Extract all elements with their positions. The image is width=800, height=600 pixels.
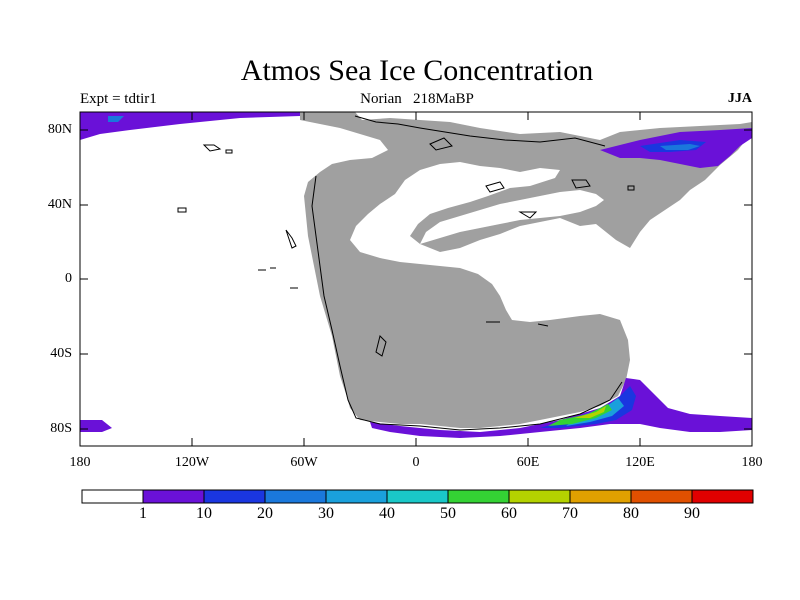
sea-ice-antarctic	[370, 378, 752, 438]
sea-ice-antarctic-green	[548, 404, 612, 426]
map-area	[79, 111, 753, 447]
sea-ice-antarctic-yellow	[574, 406, 606, 418]
colorbar-label: 60	[501, 505, 517, 522]
colorbar-swatch	[325, 489, 388, 504]
colorbar-label: 10	[196, 505, 212, 522]
colorbar-swatch	[569, 489, 632, 504]
experiment-label: Expt = tdtir1	[80, 91, 157, 107]
colorbar-swatch	[447, 489, 510, 504]
lon-label-60w: 60W	[290, 455, 318, 470]
colorbar	[81, 489, 754, 504]
lat-label-0: 0	[65, 271, 72, 286]
colorbar-swatch	[386, 489, 449, 504]
islands	[177, 137, 635, 357]
colorbar-label: 50	[440, 505, 456, 522]
colorbar-swatch	[691, 489, 754, 504]
map-title: Atmos Sea Ice Concentration	[240, 54, 594, 87]
pangaea-landmass	[300, 112, 752, 428]
coastline	[311, 115, 623, 431]
sea-ice-arctic-west-inner	[108, 116, 124, 122]
colorbar-swatch	[264, 489, 327, 504]
lon-label-180-left: 180	[69, 455, 91, 470]
lon-label-180-right: 180	[741, 455, 763, 470]
season-label: JJA	[727, 91, 752, 106]
colorbar-label: 1	[139, 505, 147, 522]
colorbar-label: 70	[562, 505, 578, 522]
lon-label-120w: 120W	[174, 455, 210, 470]
colorbar-label: 20	[257, 505, 273, 522]
colorbar-swatch	[508, 489, 571, 504]
lon-label-0: 0	[412, 455, 420, 470]
colorbar-swatch	[81, 489, 144, 504]
axis-ticks	[79, 112, 753, 446]
lat-label-40s: 40S	[50, 346, 72, 361]
colorbar-label: 90	[684, 505, 700, 522]
colorbar-label: 80	[623, 505, 639, 522]
lat-label-80s: 80S	[50, 421, 72, 436]
colorbar-label: 40	[379, 505, 395, 522]
sea-ice-antarctic-blue	[540, 386, 636, 428]
lon-label-120e: 120E	[625, 455, 655, 470]
tethys-sea	[420, 190, 604, 244]
sea-ice-arctic-west	[80, 112, 300, 140]
colorbar-swatch	[142, 489, 205, 504]
sea-ice-arctic-east-core	[660, 144, 700, 150]
colorbar-label: 30	[318, 505, 334, 522]
lat-label-40n: 40N	[47, 197, 72, 212]
map-subtitle: Norian 218MaBP	[360, 91, 474, 107]
colorbar-swatch	[203, 489, 266, 504]
lon-label-60e: 60E	[516, 455, 540, 470]
lat-label-80n: 80N	[47, 122, 72, 137]
colorbar-swatch	[630, 489, 693, 504]
